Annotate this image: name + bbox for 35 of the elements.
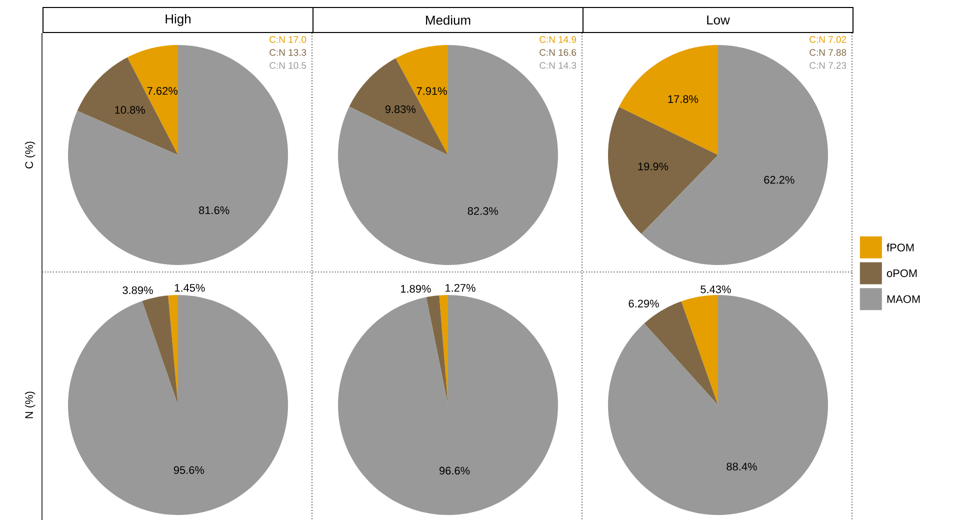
- text: C:N 7.23: [810, 62, 846, 69]
- data-label: 95.6%: [174, 466, 204, 474]
- chart-title: Low: [707, 16, 730, 25]
- data-label: 9.83%: [385, 105, 416, 114]
- text: C:N 7.02: [810, 36, 846, 43]
- text: C:N 13.3: [270, 49, 306, 56]
- data-label: 7.62%: [147, 87, 178, 95]
- text: C:N 16.6: [540, 49, 576, 56]
- text: C:N 14.9: [540, 36, 576, 43]
- data-label: 1.45%: [174, 284, 205, 292]
- data-label: 82.3%: [468, 207, 498, 215]
- data-label: 3.89%: [122, 286, 153, 294]
- data-label: 81.6%: [199, 206, 230, 214]
- data-label: 62.2%: [764, 176, 794, 184]
- text: C:N 17.0: [270, 36, 306, 43]
- data-label: 96.6%: [440, 466, 470, 475]
- text: C:N 10.5: [270, 62, 306, 69]
- text: C:N 7.88: [810, 49, 846, 56]
- data-label: 6.29%: [628, 300, 659, 308]
- chart-title: High: [166, 14, 190, 26]
- legend-label: fPOM: [886, 243, 914, 252]
- data-label: 10.8%: [115, 106, 145, 114]
- legend-label: oPOM: [886, 269, 917, 278]
- legend-label: MAOM: [887, 295, 920, 303]
- data-label: 17.8%: [668, 95, 698, 103]
- data-label: 7.91%: [416, 87, 447, 95]
- chart-title: Medium: [426, 15, 470, 25]
- data-label: 1.89%: [400, 284, 431, 293]
- text: C (%): [24, 142, 36, 168]
- text: N (%): [24, 392, 36, 418]
- text: C:N 14.3: [540, 62, 576, 69]
- data-label: 19.9%: [638, 162, 668, 170]
- data-label: 5.43%: [700, 285, 731, 294]
- data-label: 1.27%: [446, 284, 476, 292]
- data-label: 88.4%: [726, 462, 757, 470]
